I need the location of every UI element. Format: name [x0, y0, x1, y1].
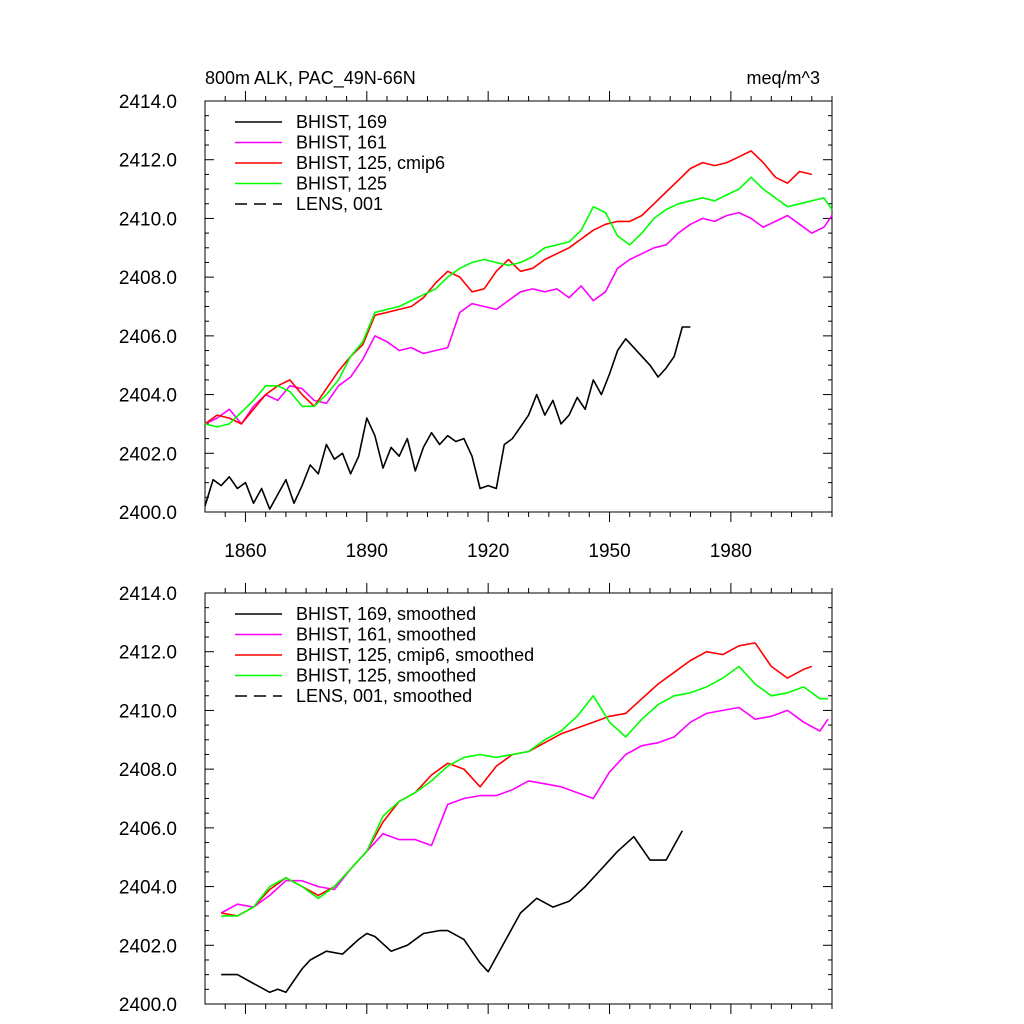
legend-label: BHIST, 125: [296, 174, 387, 194]
y-tick-label: 2402.0: [119, 936, 177, 957]
y-tick-label: 2404.0: [119, 878, 177, 899]
y-tick-label: 2400.0: [119, 995, 177, 1016]
series-lines: [220, 642, 829, 994]
legend-label: BHIST, 161, smoothed: [296, 625, 476, 645]
legend-label: BHIST, 161: [296, 133, 387, 153]
x-tick-label: 1890: [346, 541, 388, 562]
legend-label: BHIST, 169, smoothed: [296, 604, 476, 624]
series-line: [220, 706, 829, 914]
y-tick-label: 2414.0: [119, 584, 177, 605]
y-tick-label: 2406.0: [119, 327, 177, 348]
legend-label: BHIST, 125, smoothed: [296, 666, 476, 686]
x-tick-label: 1980: [710, 541, 752, 562]
series-line: [204, 326, 691, 510]
series-line: [204, 150, 812, 425]
legend-label: BHIST, 169: [296, 112, 387, 132]
bottom-chart-panel: 2400.0 2402.0 2404.0 2406.0 2408.0 2410.0 2412…: [119, 583, 833, 1016]
y-tick-label: 2406.0: [119, 819, 177, 840]
x-tick-label: 1920: [467, 541, 509, 562]
tick-marks: [205, 583, 833, 1014]
legend-label: BHIST, 125, cmip6, smoothed: [296, 645, 534, 665]
y-tick-label: 2414.0: [119, 92, 177, 113]
y-tick-label: 2402.0: [119, 444, 177, 465]
legend-label: BHIST, 125, cmip6: [296, 153, 445, 173]
x-tick-label: 1860: [224, 541, 266, 562]
y-tick-label: 2410.0: [119, 701, 177, 722]
y-tick-label: 2412.0: [119, 643, 177, 664]
y-tick-label: 2408.0: [119, 760, 177, 781]
y-axis-labels: 2400.0 2402.0 2404.0 2406.0 2408.0 2410.0 2412…: [119, 92, 177, 524]
chart-title: 800m ALK, PAC_49N-66N: [205, 68, 416, 89]
series-line: [204, 176, 833, 428]
y-tick-label: 2400.0: [119, 503, 177, 524]
top-chart-panel: 800m ALK, PAC_49N-66N meq/m^3 2400.0 2402…: [119, 68, 833, 562]
tick-marks: [205, 91, 833, 522]
x-tick-label: 1950: [588, 541, 630, 562]
legend-label: LENS, 001, smoothed: [296, 686, 472, 706]
series-lines: [204, 150, 833, 510]
y-tick-label: 2412.0: [119, 151, 177, 172]
x-axis-labels: 1860 1890 1920 1950 1980: [224, 541, 752, 562]
y-tick-label: 2410.0: [119, 209, 177, 230]
y-tick-label: 2408.0: [119, 268, 177, 289]
y-tick-label: 2404.0: [119, 386, 177, 407]
series-line: [204, 211, 833, 425]
series-line: [221, 830, 684, 994]
y-axis-labels: 2400.0 2402.0 2404.0 2406.0 2408.0 2410.0 2412…: [119, 584, 177, 1016]
legend-label: LENS, 001: [296, 194, 383, 214]
chart-units: meq/m^3: [747, 68, 820, 88]
series-line: [221, 665, 828, 917]
